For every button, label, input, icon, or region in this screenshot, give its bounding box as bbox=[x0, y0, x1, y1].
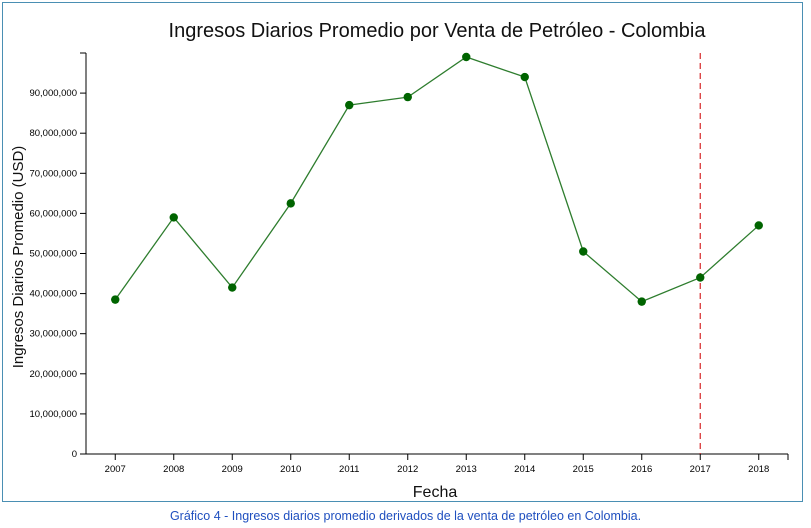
y-tick-label: 20,000,000 bbox=[29, 369, 77, 380]
x-tick-label: 2008 bbox=[163, 464, 184, 475]
y-tick-label: 0 bbox=[72, 449, 77, 460]
y-tick-label: 40,000,000 bbox=[29, 289, 77, 300]
data-point bbox=[111, 295, 120, 304]
data-point bbox=[345, 100, 354, 110]
y-tick-label: 80,000,000 bbox=[29, 128, 77, 139]
data-point bbox=[169, 213, 178, 222]
y-tick-label: 10,000,000 bbox=[29, 409, 77, 420]
x-tick-label: 2014 bbox=[514, 464, 535, 475]
y-tick-label: 60,000,000 bbox=[29, 208, 77, 219]
x-tick-label: 2012 bbox=[397, 464, 418, 475]
data-point bbox=[754, 221, 763, 230]
y-tick-label: 70,000,000 bbox=[29, 168, 77, 179]
figure-caption: Gráfico 4 - Ingresos diarios promedio de… bbox=[169, 509, 642, 523]
x-tick-label: 2007 bbox=[105, 464, 126, 475]
data-point bbox=[228, 283, 237, 292]
data-point bbox=[462, 52, 471, 62]
x-tick-label: 2018 bbox=[748, 464, 769, 475]
x-tick-label: 2011 bbox=[339, 464, 359, 475]
chart-frame: Ingresos Diarios Promedio por Venta de P… bbox=[2, 2, 803, 502]
y-tick-label: 50,000,000 bbox=[29, 249, 77, 260]
data-point bbox=[520, 72, 529, 82]
y-tick-label: 90,000,000 bbox=[29, 88, 77, 99]
x-tick-label: 2009 bbox=[222, 464, 243, 475]
x-tick-label: 2010 bbox=[280, 464, 301, 475]
x-tick-label: 2015 bbox=[573, 464, 594, 475]
line-chart: Ingresos Diarios Promedio por Venta de P… bbox=[10, 20, 789, 501]
x-axis-label: Fecha bbox=[413, 484, 458, 501]
x-tick-label: 2016 bbox=[631, 464, 652, 475]
x-tick-label: 2013 bbox=[456, 464, 477, 475]
data-point bbox=[637, 297, 646, 306]
x-tick-label: 2017 bbox=[690, 464, 711, 475]
data-point bbox=[696, 273, 705, 282]
series-line bbox=[114, 56, 760, 303]
data-point bbox=[579, 247, 588, 256]
data-point bbox=[403, 92, 412, 102]
y-axis-label: Ingresos Diarios Promedio (USD) bbox=[10, 146, 27, 369]
chart-title: Ingresos Diarios Promedio por Venta de P… bbox=[169, 20, 707, 42]
data-point bbox=[286, 199, 295, 208]
plot-area: 0 10,000,000 20,000,000 30,000,000 40,000,00… bbox=[29, 52, 789, 475]
y-tick-label: 30,000,000 bbox=[29, 329, 77, 340]
